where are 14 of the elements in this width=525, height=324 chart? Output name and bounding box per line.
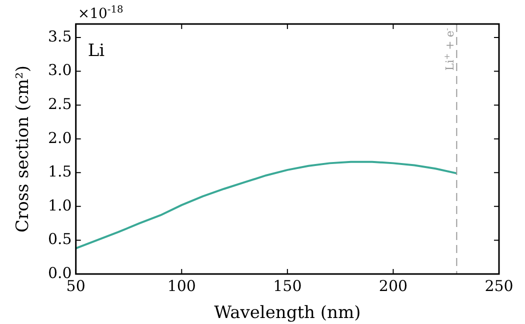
y-tick-label: 3.5	[48, 27, 72, 46]
x-tick-label: 200	[378, 276, 408, 295]
x-tick-label: 100	[167, 276, 196, 295]
x-tick-label: 250	[484, 276, 514, 295]
x-tick-label: 150	[273, 276, 302, 295]
y-tick-label: 1.0	[48, 196, 72, 214]
y-tick-label: 0.5	[48, 230, 72, 248]
x-axis-title: Wavelength (nm)	[214, 303, 361, 323]
y-tick-label: 2.5	[48, 94, 72, 113]
y-tick-label: 3.0	[48, 61, 72, 80]
y-tick-label: 1.5	[48, 162, 72, 181]
y-tick-label: 2.0	[48, 128, 72, 147]
y-axis-title: Cross section (cm²)	[13, 65, 33, 233]
annotation: Li	[88, 41, 106, 61]
